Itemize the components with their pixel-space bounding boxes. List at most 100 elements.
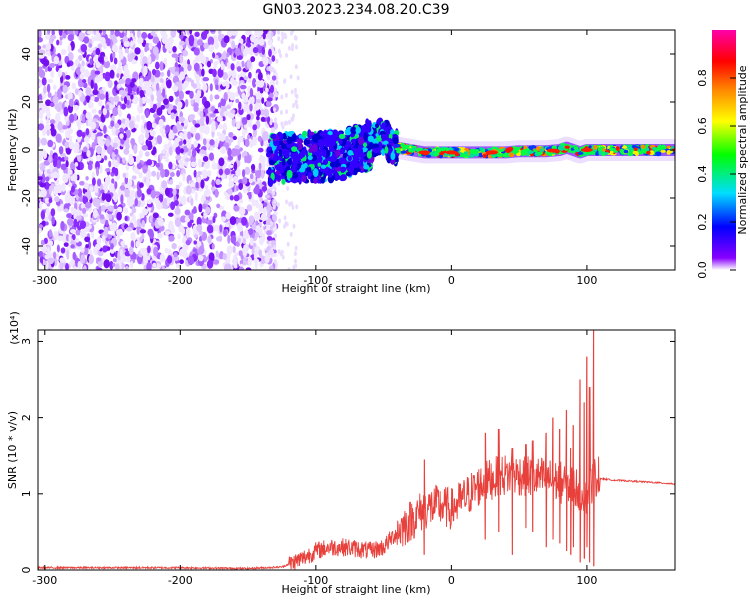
noise-speck <box>211 162 218 170</box>
signal-blob <box>460 154 467 158</box>
snr-y-tick-label: 3 <box>20 338 33 345</box>
noise-speck <box>112 52 116 59</box>
noise-speck <box>96 145 103 155</box>
signal-blob <box>609 150 614 156</box>
noise-speck <box>103 182 109 188</box>
noise-speck <box>157 232 164 239</box>
noise-speck <box>207 170 212 178</box>
noise-speck <box>141 144 148 151</box>
noise-speck <box>118 30 125 39</box>
noise-speck <box>262 56 269 66</box>
noise-speck <box>110 243 114 250</box>
noise-speck <box>179 248 186 257</box>
noise-speck <box>50 70 55 78</box>
noise-speck <box>230 30 237 36</box>
noise-speck <box>50 34 57 40</box>
signal-blob <box>527 150 534 154</box>
noise-speck <box>208 44 215 53</box>
noise-speck <box>265 100 272 108</box>
signal-blob <box>487 147 493 152</box>
noise-speck <box>296 75 300 81</box>
signal-blob <box>341 157 348 166</box>
noise-speck <box>273 107 276 113</box>
signal-blob <box>386 154 392 164</box>
noise-speck <box>67 30 73 35</box>
noise-speck <box>230 169 237 176</box>
noise-speck <box>82 207 87 214</box>
noise-speck <box>84 236 91 243</box>
noise-speck <box>120 194 124 205</box>
noise-speck <box>290 201 294 207</box>
noise-speck <box>93 30 97 36</box>
noise-speck <box>197 159 202 168</box>
noise-speck <box>274 91 278 97</box>
signal-blob <box>558 148 564 151</box>
noise-speck <box>283 78 287 84</box>
noise-speck <box>202 83 208 92</box>
noise-speck <box>235 185 239 192</box>
noise-speck <box>38 30 42 39</box>
noise-speck <box>38 45 42 51</box>
noise-speck <box>122 157 126 164</box>
signal-blob <box>307 171 312 180</box>
noise-speck <box>238 199 244 204</box>
noise-speck <box>156 171 160 181</box>
noise-speck <box>46 253 52 259</box>
noise-speck <box>247 45 255 56</box>
noise-speck <box>190 197 194 207</box>
noise-speck <box>57 121 63 132</box>
signal-blob <box>311 143 318 153</box>
noise-speck <box>164 127 169 134</box>
noise-speck <box>216 132 221 137</box>
noise-speck <box>80 254 85 264</box>
noise-speck <box>93 83 98 92</box>
signal-blob <box>609 147 615 151</box>
spectrogram-y-tick-label: 0 <box>20 147 33 154</box>
noise-speck <box>273 87 277 93</box>
noise-speck <box>60 220 65 231</box>
noise-speck <box>287 267 291 270</box>
noise-speck <box>262 202 268 207</box>
noise-speck <box>39 182 46 188</box>
noise-speck <box>278 218 282 224</box>
noise-speck <box>119 185 126 192</box>
noise-speck <box>144 46 148 53</box>
noise-speck <box>89 58 93 66</box>
noise-speck <box>277 30 280 35</box>
snr-ticks: -300 -200 -100 0 100 0 1 2 3 <box>20 330 675 587</box>
noise-speck <box>194 191 198 202</box>
signal-blob <box>666 150 671 155</box>
noise-speck <box>258 162 262 170</box>
noise-speck <box>249 87 254 98</box>
noise-speck <box>129 189 136 199</box>
noise-speck <box>87 101 94 109</box>
noise-speck <box>172 84 179 93</box>
noise-speck <box>261 97 265 104</box>
noise-speck <box>216 116 224 122</box>
noise-speck <box>138 134 145 144</box>
noise-speck <box>232 245 236 254</box>
noise-speck <box>78 31 84 42</box>
noise-speck <box>50 128 57 137</box>
noise-speck <box>244 155 248 164</box>
noise-speck <box>206 224 214 234</box>
signal-blob <box>278 133 284 141</box>
noise-speck <box>182 172 186 182</box>
noise-speck <box>81 60 85 67</box>
noise-speck <box>40 137 48 146</box>
noise-speck <box>188 212 194 220</box>
signal-blob <box>332 135 340 142</box>
noise-speck <box>131 175 137 180</box>
noise-speck <box>212 52 216 59</box>
noise-speck <box>205 115 210 125</box>
noise-speck <box>107 79 113 89</box>
noise-speck <box>196 39 203 46</box>
noise-speck <box>84 136 90 143</box>
signal-blob <box>282 134 288 140</box>
noise-speck <box>50 62 56 68</box>
noise-speck <box>56 39 60 46</box>
noise-speck <box>61 125 68 130</box>
noise-speck <box>171 242 177 250</box>
noise-speck <box>236 222 244 233</box>
noise-speck <box>244 138 250 148</box>
